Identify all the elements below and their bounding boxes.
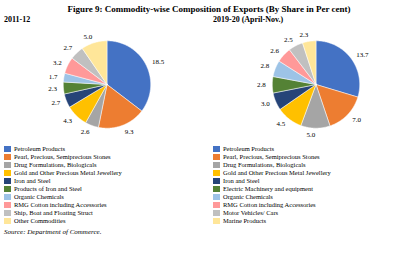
svg-text:5.0: 5.0 <box>83 33 92 41</box>
html-text:Marine Products: Marine Products <box>223 217 267 224</box>
svg-text:2.3: 2.3 <box>299 31 308 39</box>
html-text:Organic Chemicals: Organic Chemicals <box>223 193 273 200</box>
svg-text:1.7: 1.7 <box>49 73 58 81</box>
svg-text:3.2: 3.2 <box>53 59 62 67</box>
svg-text:4.5: 4.5 <box>276 120 285 128</box>
svg-text:2.7: 2.7 <box>64 44 73 52</box>
html-text:Gold and Other Precious Metal: Gold and Other Precious Metal Jewellery <box>223 169 331 176</box>
html-text:Iron and Steel: Iron and Steel <box>223 177 260 184</box>
html-text:2019-20 (April-Nov.): 2019-20 (April-Nov.) <box>213 15 284 24</box>
html-text:Other Commodities: Other Commodities <box>14 217 66 224</box>
svg-text:2.7: 2.7 <box>52 99 61 107</box>
html-text:Organic Chemicals: Organic Chemicals <box>14 193 64 200</box>
svg-text:2.6: 2.6 <box>270 47 279 55</box>
html-text:Pearl, Precious, Semiprecious: Pearl, Precious, Semiprecious Stones <box>223 153 320 160</box>
svg-text:4.3: 4.3 <box>63 117 72 125</box>
svg-text:9.3: 9.3 <box>125 128 134 136</box>
html-text:2011-12: 2011-12 <box>4 15 31 24</box>
svg-text:5.0: 5.0 <box>307 131 316 139</box>
html-text:Drug Formulations, Biologicals: Drug Formulations, Biologicals <box>223 161 306 168</box>
html-text:Ship, Boat and Floating Struct: Ship, Boat and Floating Struct <box>14 209 93 216</box>
svg-text:2.3: 2.3 <box>48 85 57 93</box>
svg-text:7.0: 7.0 <box>352 116 361 124</box>
html-text:Petroleum Products: Petroleum Products <box>14 145 66 152</box>
html-text:Products of Iron and Steel: Products of Iron and Steel <box>14 185 82 192</box>
html-text:Petroleum Products: Petroleum Products <box>223 145 275 152</box>
html-text:Pearl, Precious, Semiprecious: Pearl, Precious, Semiprecious Stones <box>14 153 111 160</box>
svg-text:13.7: 13.7 <box>356 51 369 59</box>
svg-text:2.8: 2.8 <box>260 62 269 70</box>
html-text:RMG Cotton including Accessori: RMG Cotton including Accessories <box>223 201 316 208</box>
html-text:RMG Cotton including Accessori: RMG Cotton including Accessories <box>14 201 107 208</box>
html-text:Figure 9: Commodity-wise Compo: Figure 9: Commodity-wise Composition of … <box>67 4 351 14</box>
svg-text:18.5: 18.5 <box>152 58 165 66</box>
html-text:Drug Formulations, Biologicals: Drug Formulations, Biologicals <box>14 161 97 168</box>
svg-text:2.6: 2.6 <box>81 128 90 136</box>
html-text:Source: Department of Commerce: Source: Department of Commerce. <box>4 228 102 236</box>
svg-text:2.8: 2.8 <box>257 81 266 89</box>
html-text:Motor Vehicles/ Cars: Motor Vehicles/ Cars <box>223 209 279 216</box>
svg-text:3.0: 3.0 <box>261 100 270 108</box>
svg-text:2.5: 2.5 <box>284 36 293 44</box>
html-text:Iron and Steel: Iron and Steel <box>14 177 51 184</box>
html-text:Electric Machinery and equipme: Electric Machinery and equipment <box>223 185 314 192</box>
html-text:Gold and Other Precious Metal: Gold and Other Precious Metal Jewellery <box>14 169 122 176</box>
